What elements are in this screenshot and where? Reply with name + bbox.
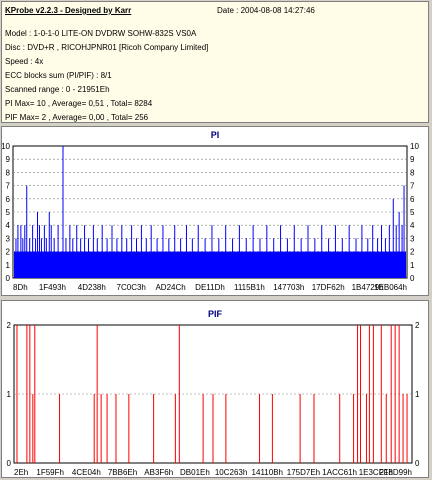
pif-x-tick-label: 4CE04h <box>72 468 101 477</box>
pi-y-tick-label: 3 <box>6 234 11 243</box>
pif-x-tick-label: 218D99h <box>380 468 412 477</box>
pi-chart-title: PI <box>210 130 220 140</box>
pi-x-tick-label: 17DF62h <box>312 283 345 292</box>
pi-x-tick-label: 4D238h <box>78 283 106 292</box>
pi-y-tick-label: 9 <box>6 155 11 164</box>
pi-y-tick-label: 7 <box>6 182 11 191</box>
pi-y-tick-label: 6 <box>6 195 11 204</box>
pif-chart: 0 0 1 1 2 2 2Eh 1F59Fh 4CE04h 7BB6Eh AB3F6h DB01Eh 1… <box>7 321 420 477</box>
pi-y-tick-label: 8 <box>6 168 11 177</box>
pi-y-tick-label-right: 4 <box>410 221 415 230</box>
ecc-blocks: ECC blocks sum (PI/PIF) : 8/1 <box>5 71 112 80</box>
pi-y-tick-label: 10 <box>2 142 11 151</box>
pi-x-tick-label: 1F493h <box>39 283 66 292</box>
disc-type: Disc : DVD+R , RICOHJPNR01 [Ricoh Compan… <box>5 43 209 52</box>
pi-y-tick-label: 4 <box>6 221 11 230</box>
pif-x-tick-label: 2Eh <box>14 468 28 477</box>
pi-y-tick-label: 0 <box>6 274 11 283</box>
scanned-range: Scanned range : 0 - 21951Eh <box>5 85 110 94</box>
pif-x-tick-label: 175D7Eh <box>287 468 320 477</box>
pif-x-tick-label: 1E3CFFh <box>359 468 393 477</box>
pi-y-tick-label: 5 <box>6 208 11 217</box>
pi-summary: PI Max= 10 , Average= 0,51 , Total= 8284 <box>5 99 153 108</box>
pi-x-tick-label: 1115B1h <box>234 283 265 292</box>
pi-y-tick-label-right: 1 <box>410 261 415 270</box>
scan-date: Date : 2004-08-08 14:27:46 <box>217 6 315 15</box>
pif-y-tick-label-right: 2 <box>415 321 420 330</box>
pi-y-tick-label-right: 9 <box>410 155 415 164</box>
pi-y-tick-label: 1 <box>6 261 11 270</box>
pi-y-tick-label-right: 10 <box>410 142 419 151</box>
pi-y-tick-label-right: 5 <box>410 208 415 217</box>
pi-baseline-fill <box>14 251 406 278</box>
pi-y-tick-label-right: 0 <box>410 274 415 283</box>
pi-chart-panel: PI 0 0 1 1 2 2 3 3 4 4 5 5 6 6 7 7 8 8 9 9 10 10 8Dh 1F493h 4D23… <box>1 126 429 296</box>
pif-chart-title: PIF <box>207 309 222 319</box>
pif-x-tick-label: 7BB6Eh <box>108 468 137 477</box>
scan-speed: Speed : 4x <box>5 57 44 66</box>
pif-x-tick-label: 1F59Fh <box>36 468 64 477</box>
pi-y-tick-label-right: 3 <box>410 234 415 243</box>
drive-model: Model : 1-0-1-0 LITE-ON DVDRW SOHW-832S … <box>5 29 197 38</box>
pif-y-tick-label: 2 <box>7 321 12 330</box>
pif-x-tick-label: AB3F6h <box>144 468 173 477</box>
pi-y-tick-label-right: 8 <box>410 168 415 177</box>
pif-y-tick-label-right: 1 <box>415 390 420 399</box>
pi-x-tick-label: AD24Ch <box>155 283 185 292</box>
pif-x-tick-label: 1ACC61h <box>322 468 357 477</box>
pi-y-tick-label-right: 7 <box>410 182 415 191</box>
pi-y-tick-label-right: 6 <box>410 195 415 204</box>
pi-x-tick-label: 7C0C3h <box>117 283 146 292</box>
pi-x-tick-label: 147703h <box>273 283 304 292</box>
pi-x-tick-label: 8Dh <box>13 283 28 292</box>
pi-y-tick-label: 2 <box>6 248 11 257</box>
info-panel: KProbe v2.2.3 - Designed by Karr Date : … <box>1 1 429 123</box>
pif-x-tick-label: 14110Bh <box>252 468 283 477</box>
pif-y-tick-label: 1 <box>7 390 12 399</box>
pif-y-tick-label-right: 0 <box>415 459 420 468</box>
pi-chart: 0 0 1 1 2 2 3 3 4 4 5 5 6 6 7 7 8 8 9 9 10 10 8Dh 1F493h 4D238h 7… <box>2 142 419 292</box>
pif-y-tick-label: 0 <box>7 459 12 468</box>
pi-x-tick-label: 1B4729h <box>352 283 384 292</box>
pi-x-tick-label: DE11Dh <box>195 283 225 292</box>
pif-x-tick-label: 10C263h <box>215 468 247 477</box>
app-title: KProbe v2.2.3 - Designed by Karr <box>5 6 132 15</box>
pif-x-tick-label: DB01Eh <box>180 468 210 477</box>
pi-y-tick-label-right: 2 <box>410 248 415 257</box>
pif-chart-panel: PIF 0 0 1 1 2 2 2Eh 1F59Fh 4CE04h 7BB6Eh AB3F6h DB0… <box>1 300 429 478</box>
pi-x-tick-label: 1EB064h <box>374 283 407 292</box>
pif-summary: PIF Max= 2 , Average= 0,00 , Total= 256 <box>5 113 149 122</box>
